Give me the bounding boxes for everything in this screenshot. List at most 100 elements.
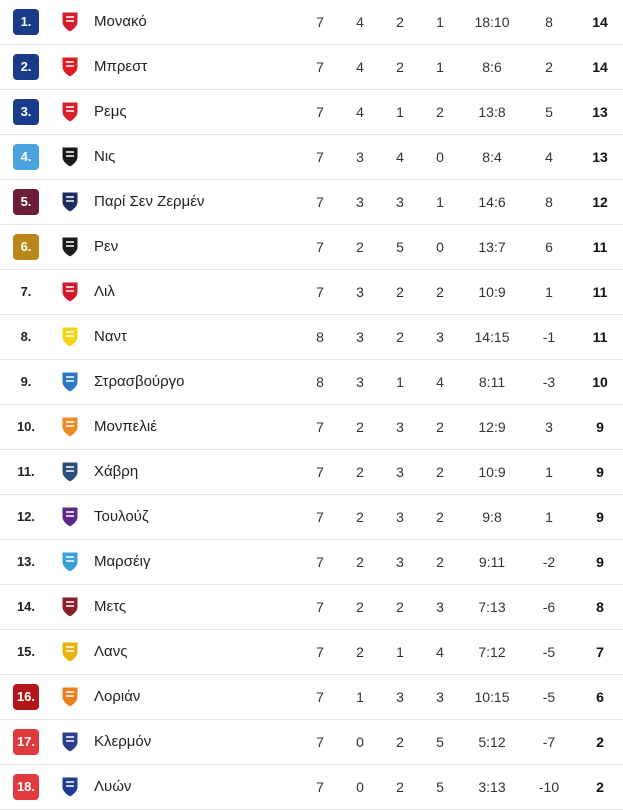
draws: 3 [396, 554, 404, 570]
losses: 5 [436, 734, 444, 750]
wins: 3 [356, 194, 364, 210]
rank-badge: 6. [13, 234, 39, 260]
table-row[interactable]: 11. Χάβρη 7 2 3 2 10:9 1 9 [0, 450, 623, 495]
goals-score: 7:12 [478, 644, 506, 660]
rank-badge: 13. [16, 554, 36, 569]
goals-score: 14:15 [474, 329, 510, 345]
table-row[interactable]: 3. Ρεμς 7 4 1 2 13:8 5 13 [0, 90, 623, 135]
wins: 3 [356, 149, 364, 165]
matches-played: 7 [316, 284, 324, 300]
psg-crest-icon [57, 189, 83, 215]
table-row[interactable]: 15. Λανς 7 2 1 4 7:12 -5 7 [0, 630, 623, 675]
table-row[interactable]: 16. Λοριάν 7 1 3 3 10:15 -5 6 [0, 675, 623, 720]
matches-played: 7 [316, 689, 324, 705]
wins: 3 [356, 329, 364, 345]
table-row[interactable]: 4. Νις 7 3 4 0 8:4 4 13 [0, 135, 623, 180]
team-name: Παρί Σεν Ζερμέν [94, 193, 205, 210]
clermont-crest-icon [57, 729, 83, 755]
matches-played: 7 [316, 599, 324, 615]
draws: 2 [396, 14, 404, 30]
table-row[interactable]: 7. Λιλ 7 3 2 2 10:9 1 11 [0, 270, 623, 315]
team-name: Μαρσέιγ [94, 553, 151, 570]
goals-score: 10:15 [474, 689, 510, 705]
wins: 2 [356, 509, 364, 525]
matches-played: 7 [316, 734, 324, 750]
toulouse-crest-icon [57, 504, 83, 530]
goal-difference: 5 [545, 104, 553, 120]
draws: 5 [396, 239, 404, 255]
losses: 2 [436, 464, 444, 480]
points: 11 [592, 284, 608, 300]
draws: 2 [396, 59, 404, 75]
draws: 2 [396, 779, 404, 795]
goals-score: 13:7 [478, 239, 506, 255]
points: 9 [596, 419, 604, 435]
losses: 0 [436, 239, 444, 255]
goal-difference: 8 [545, 194, 553, 210]
goals-score: 12:9 [478, 419, 506, 435]
table-row[interactable]: 13. Μαρσέιγ 7 2 3 2 9:11 -2 9 [0, 540, 623, 585]
draws: 2 [396, 599, 404, 615]
points: 2 [596, 734, 604, 750]
goals-score: 3:13 [478, 779, 506, 795]
rank-badge: 12. [16, 509, 36, 524]
table-row[interactable]: 14. Μετς 7 2 2 3 7:13 -6 8 [0, 585, 623, 630]
matches-played: 7 [316, 14, 324, 30]
goals-score: 18:10 [474, 14, 510, 30]
strasbourg-crest-icon [57, 369, 83, 395]
team-name: Ρεν [94, 238, 119, 255]
goal-difference: 4 [545, 149, 553, 165]
table-row[interactable]: 12. Τουλούζ 7 2 3 2 9:8 1 9 [0, 495, 623, 540]
rank-badge: 11. [17, 464, 35, 479]
nice-crest-icon [57, 144, 83, 170]
team-name: Νις [94, 148, 116, 165]
points: 7 [596, 644, 604, 660]
lyon-crest-icon [57, 774, 83, 800]
matches-played: 7 [316, 644, 324, 660]
rank-badge: 5. [13, 189, 39, 215]
team-name: Λανς [94, 643, 128, 660]
table-row[interactable]: 8. Ναντ 8 3 2 3 14:15 -1 11 [0, 315, 623, 360]
goal-difference: -10 [538, 779, 560, 795]
losses: 2 [436, 554, 444, 570]
goal-difference: -5 [542, 644, 556, 660]
table-row[interactable]: 10. Μονπελιέ 7 2 3 2 12:9 3 9 [0, 405, 623, 450]
goal-difference: -1 [542, 329, 556, 345]
losses: 2 [436, 509, 444, 525]
matches-played: 7 [316, 554, 324, 570]
goal-difference: 8 [545, 14, 553, 30]
losses: 3 [436, 599, 444, 615]
nantes-crest-icon [57, 324, 83, 350]
matches-played: 7 [316, 104, 324, 120]
points: 8 [596, 599, 604, 615]
points: 6 [596, 689, 604, 705]
goal-difference: 1 [545, 509, 553, 525]
table-row[interactable]: 5. Παρί Σεν Ζερμέν 7 3 3 1 14:6 8 12 [0, 180, 623, 225]
points: 12 [592, 194, 608, 210]
team-name: Μονακό [94, 13, 147, 30]
losses: 1 [436, 194, 444, 210]
team-name: Κλερμόν [94, 733, 152, 750]
goals-score: 9:8 [482, 509, 502, 525]
team-name: Λοριάν [94, 688, 141, 705]
metz-crest-icon [57, 594, 83, 620]
wins: 3 [356, 374, 364, 390]
losses: 1 [436, 59, 444, 75]
table-row[interactable]: 1. Μονακό 7 4 2 1 18:10 8 14 [0, 0, 623, 45]
table-row[interactable]: 17. Κλερμόν 7 0 2 5 5:12 -7 2 [0, 720, 623, 765]
matches-played: 7 [316, 779, 324, 795]
losses: 0 [436, 149, 444, 165]
wins: 2 [356, 554, 364, 570]
rank-badge: 4. [13, 144, 39, 170]
lille-crest-icon [57, 279, 83, 305]
wins: 1 [356, 689, 364, 705]
team-name: Τουλούζ [94, 508, 149, 525]
rank-badge: 2. [13, 54, 39, 80]
table-row[interactable]: 2. Μπρεστ 7 4 2 1 8:6 2 14 [0, 45, 623, 90]
table-row[interactable]: 18. Λυών 7 0 2 5 3:13 -10 2 [0, 765, 623, 810]
wins: 3 [356, 284, 364, 300]
points: 13 [592, 149, 608, 165]
table-row[interactable]: 6. Ρεν 7 2 5 0 13:7 6 11 [0, 225, 623, 270]
table-row[interactable]: 9. Στρασβούργο 8 3 1 4 8:11 -3 10 [0, 360, 623, 405]
losses: 2 [436, 419, 444, 435]
